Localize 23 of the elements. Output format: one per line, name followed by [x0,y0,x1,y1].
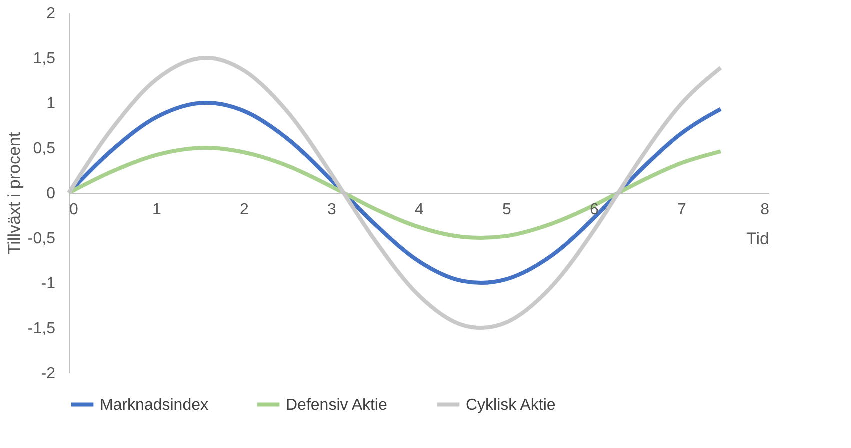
x-tick-label: 5 [502,202,512,218]
y-tick-label: -2 [41,366,56,382]
x-tick-label: 1 [152,202,162,218]
x-tick-label: 8 [760,202,770,218]
x-tick-label: 0 [70,202,78,218]
y-tick-label: 0 [46,186,56,202]
y-tick-label: -1 [41,276,56,292]
x-axis-title: Tid [746,230,770,248]
y-tick-label: 0,5 [33,140,56,158]
y-tick-label: 1 [46,96,56,112]
y-tick-label: -1,5 [28,320,56,338]
y-tick-label: 1,5 [33,50,56,68]
y-tick-label: 2 [46,6,56,22]
legend-label: Defensiv Aktie [286,396,388,414]
x-tick-label: 2 [240,202,250,218]
line-series [67,146,723,240]
legend-label: Cyklisk Aktie [466,396,556,414]
x-tick-label: 3 [328,202,337,218]
y-axis-title: Tillväxt i procent [4,132,24,255]
y-tick-label: -0,5 [28,230,56,248]
legend-label: Marknadsindex [100,396,208,414]
x-tick-label: 4 [415,202,424,218]
x-tick-label: 7 [678,202,687,218]
